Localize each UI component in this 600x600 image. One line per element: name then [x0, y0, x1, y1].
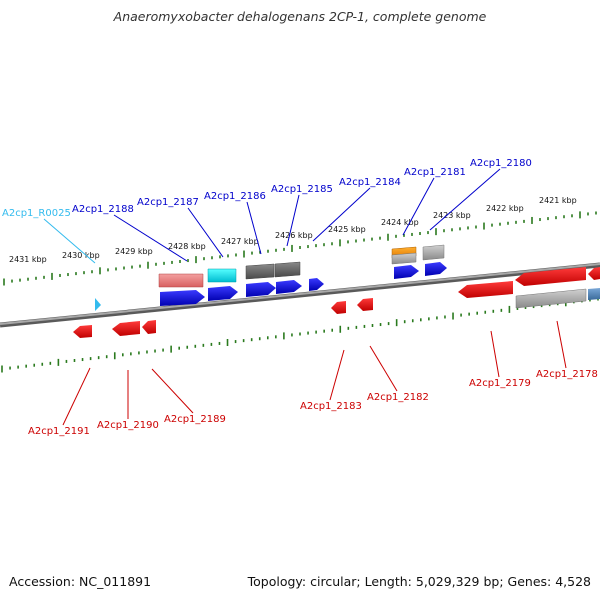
- kbp-tick-label: 2421 kbp: [539, 196, 577, 205]
- label-leader-line: [556, 320, 567, 369]
- kbp-tick-label: 2424 kbp: [381, 218, 419, 227]
- label-leader-line: [62, 367, 91, 426]
- kbp-tick-label: 2430 kbp: [62, 251, 100, 260]
- gene-features: [73, 244, 600, 338]
- gene-label[interactable]: A2cp1_2181: [404, 167, 466, 178]
- kbp-tick-label: 2422 kbp: [486, 204, 524, 213]
- gene-label[interactable]: A2cp1_R0025: [2, 208, 71, 219]
- label-leader-line: [429, 168, 501, 231]
- gene-label[interactable]: A2cp1_2191: [28, 426, 90, 437]
- gene-feature[interactable]: [515, 288, 587, 309]
- label-leader-line: [329, 349, 345, 401]
- gene-feature[interactable]: [422, 244, 445, 261]
- gene-label[interactable]: A2cp1_2183: [300, 401, 362, 412]
- kbp-tick-label: 2423 kbp: [433, 211, 471, 220]
- gene-label[interactable]: A2cp1_2189: [164, 414, 226, 425]
- gene-label[interactable]: A2cp1_2190: [97, 420, 159, 431]
- gene-feature[interactable]: [160, 290, 205, 306]
- tick-track-lower: [1, 297, 599, 373]
- kbp-scale: 2431 kbp 2430 kbp 2429 kbp 2428 kbp 2427 kbp…: [9, 196, 577, 264]
- kbp-tick-label: 2429 kbp: [115, 247, 153, 256]
- gene-feature[interactable]: [207, 268, 237, 283]
- gene-label[interactable]: A2cp1_2187: [137, 197, 199, 208]
- kbp-tick-label: 2428 kbp: [168, 242, 206, 251]
- gene-feature[interactable]: [158, 273, 204, 288]
- gene-label[interactable]: A2cp1_2186: [204, 191, 266, 202]
- gene-label[interactable]: A2cp1_2182: [367, 392, 429, 403]
- gene-feature[interactable]: [309, 278, 324, 291]
- gene-label[interactable]: A2cp1_2179: [469, 378, 531, 389]
- gene-label[interactable]: A2cp1_2180: [470, 158, 532, 169]
- label-leader-line: [113, 214, 188, 262]
- gene-feature[interactable]: [391, 252, 417, 265]
- gene-feature[interactable]: [588, 288, 600, 300]
- label-leader-line: [151, 368, 194, 414]
- label-leader-line: [490, 330, 500, 378]
- rna-feature[interactable]: [95, 298, 101, 311]
- gene-feature[interactable]: [73, 325, 92, 338]
- kbp-tick-label: 2426 kbp: [275, 231, 313, 240]
- gene-feature[interactable]: [331, 301, 346, 314]
- label-leader-line: [187, 207, 224, 258]
- gene-feature[interactable]: [357, 298, 373, 311]
- genome-backbone: [0, 262, 600, 328]
- genome-summary: Topology: circular; Length: 5,029,329 bp…: [247, 574, 591, 589]
- gene-feature[interactable]: [246, 282, 276, 297]
- gene-feature[interactable]: [112, 321, 140, 336]
- label-leaders: [43, 168, 567, 426]
- kbp-tick-label: 2425 kbp: [328, 225, 366, 234]
- kbp-tick-label: 2431 kbp: [9, 255, 47, 264]
- gene-feature[interactable]: [142, 320, 156, 334]
- label-leader-line: [312, 187, 371, 242]
- label-leader-line: [246, 201, 262, 255]
- label-leader-line: [43, 218, 96, 264]
- tick-track-upper: [3, 211, 597, 286]
- kbp-tick-label: 2427 kbp: [221, 237, 259, 246]
- gene-label[interactable]: A2cp1_2188: [72, 204, 134, 215]
- label-leader-line: [402, 177, 435, 236]
- gene-label[interactable]: A2cp1_2184: [339, 177, 401, 188]
- gene-feature[interactable]: [394, 265, 419, 279]
- map-title: Anaeromyxobacter dehalogenans 2CP-1, com…: [113, 9, 487, 24]
- label-leader-line: [369, 345, 398, 392]
- gene-feature[interactable]: [208, 286, 238, 301]
- gene-feature[interactable]: [425, 262, 447, 276]
- gene-label[interactable]: A2cp1_2178: [536, 369, 598, 380]
- accession-label: Accession: NC_011891: [9, 574, 152, 589]
- gene-feature[interactable]: [458, 281, 513, 298]
- label-leader-line: [286, 194, 300, 247]
- gene-feature[interactable]: [515, 267, 586, 286]
- gene-feature[interactable]: [588, 267, 600, 280]
- gene-feature[interactable]: [274, 261, 301, 278]
- gene-label[interactable]: A2cp1_2185: [271, 184, 333, 195]
- gene-feature[interactable]: [245, 263, 275, 280]
- gene-feature[interactable]: [276, 280, 302, 294]
